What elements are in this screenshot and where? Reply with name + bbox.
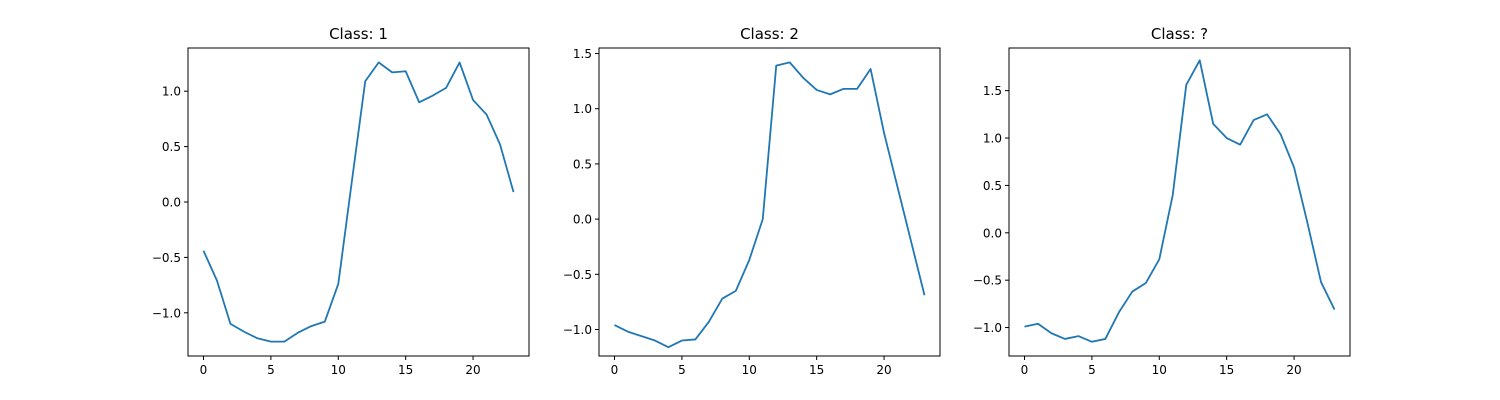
y-tick-label: −0.5: [563, 268, 592, 282]
chart-panel: Class: ? 0 5 10 15 20 −1.0 −0.5 0.0 0.5 1.0 1.5: [973, 25, 1351, 377]
y-tick-label: 1.0: [573, 102, 592, 116]
x-tick-label: 15: [1219, 363, 1234, 377]
series-line: [202, 61, 515, 343]
y-tick-label: 0.5: [573, 157, 592, 171]
y-tick-label: −0.5: [973, 274, 1002, 288]
y-tick-label: −0.5: [152, 251, 181, 265]
y-tick-label: 1.0: [162, 85, 181, 99]
y-tick-label: 1.5: [573, 47, 592, 61]
y-tick-label: 0.5: [162, 140, 181, 154]
axes-frame: [598, 47, 941, 357]
axes-frame: [1008, 47, 1351, 357]
y-tick-label: −1.0: [563, 323, 592, 337]
y-tick-label: −1.0: [973, 321, 1002, 335]
y-tick-label: 0.5: [983, 179, 1002, 193]
series-line: [614, 61, 926, 349]
x-tick-label: 10: [742, 363, 757, 377]
y-tick-label: 0.0: [162, 196, 181, 210]
x-tick-label: 10: [1152, 363, 1167, 377]
x-tick-label: 0: [611, 363, 619, 377]
y-tick-label: 1.0: [983, 132, 1002, 146]
y-tick-label: 0.0: [573, 213, 592, 227]
y-tick-label: 0.0: [983, 226, 1002, 240]
x-tick-label: 10: [331, 363, 346, 377]
y-tick-label: 1.5: [983, 84, 1002, 98]
series-line: [1024, 59, 1336, 343]
x-tick-label: 15: [809, 363, 824, 377]
x-tick-label: 20: [876, 363, 891, 377]
x-tick-label: 20: [1286, 363, 1301, 377]
chart-title: Class: 2: [740, 25, 799, 43]
x-tick-label: 0: [200, 363, 208, 377]
x-tick-label: 15: [398, 363, 413, 377]
x-tick-label: 5: [267, 363, 275, 377]
x-tick-label: 5: [1088, 363, 1096, 377]
chart-title: Class: ?: [1151, 25, 1208, 43]
x-tick-label: 5: [678, 363, 686, 377]
y-tick-label: −1.0: [152, 306, 181, 320]
x-tick-label: 20: [465, 363, 480, 377]
chart-panel: Class: 2 0 5 10 15 20 −1.0 −0.5 0.0 0.5 1.0 1.5: [563, 25, 941, 377]
chart-panel: Class: 1 0 5 10 15 20 −1.0 −0.5 0.0 0.5 1.0: [152, 25, 530, 377]
chart-title: Class: 1: [329, 25, 388, 43]
x-tick-label: 0: [1021, 363, 1029, 377]
